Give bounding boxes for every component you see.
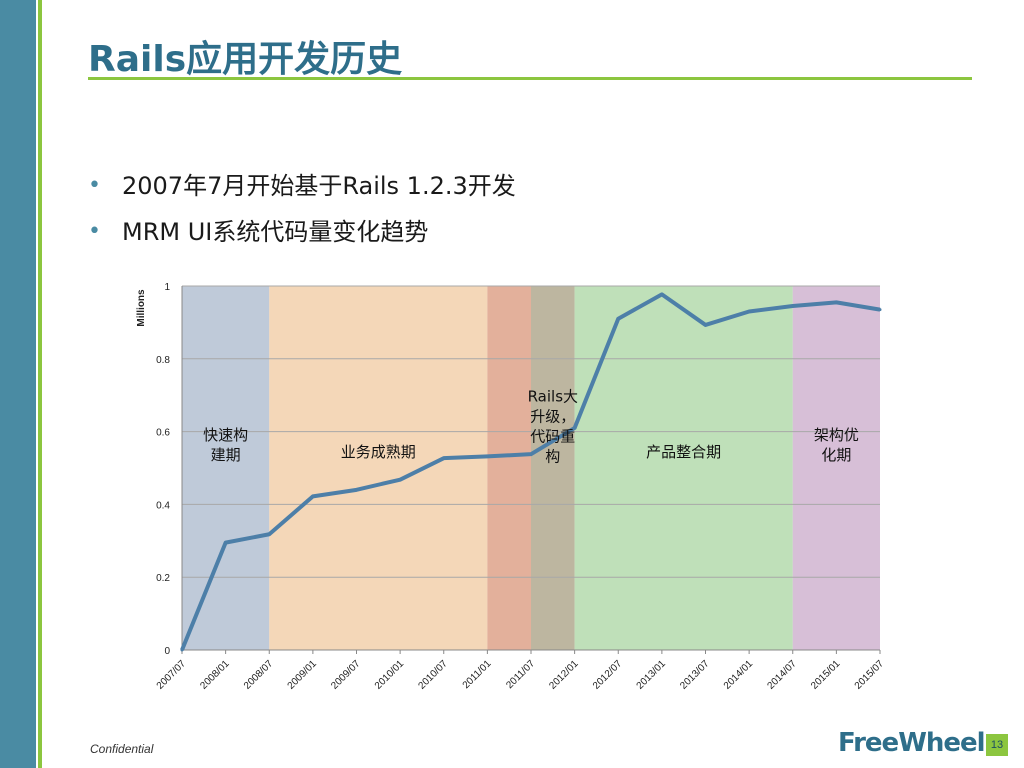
phase-band	[531, 286, 575, 650]
x-tick-label: 2009/07	[329, 658, 363, 692]
x-tick-label: 2010/07	[417, 658, 451, 692]
x-tick-label: 2012/07	[591, 658, 625, 692]
y-tick-label: 1	[164, 282, 170, 293]
slide-title: Rails应用开发历史	[88, 39, 403, 80]
x-tick-label: 2009/01	[286, 658, 320, 692]
data-point	[616, 317, 620, 321]
y-tick-label: 0.8	[156, 355, 170, 366]
data-point	[355, 488, 358, 492]
data-point	[529, 452, 533, 456]
bullet-item: • 2007年7月开始基于Rails 1.2.3开发	[86, 168, 516, 214]
data-point	[180, 648, 184, 652]
x-tick-label: 2013/07	[678, 658, 712, 692]
data-point	[442, 456, 446, 460]
phase-band	[182, 286, 270, 650]
phase-band	[269, 286, 488, 650]
bullet-list: • 2007年7月开始基于Rails 1.2.3开发 • MRM UI系统代码量…	[86, 168, 516, 260]
x-tick-label: 2015/01	[809, 658, 843, 692]
bullet-item: • MRM UI系统代码量变化趋势	[86, 214, 516, 260]
y-tick-label: 0.2	[156, 573, 170, 584]
data-point	[485, 454, 489, 458]
data-point	[573, 426, 577, 430]
x-tick-label: 2010/01	[373, 658, 407, 692]
phase-band	[574, 286, 793, 650]
data-point	[834, 300, 838, 304]
phase-band	[487, 286, 531, 650]
y-tick-label: 0.4	[156, 500, 170, 511]
data-point	[747, 309, 751, 313]
bullet-text: MRM UI系统代码量变化趋势	[122, 218, 429, 246]
freewheel-logo: FreeWheel	[838, 728, 986, 758]
left-accent-stripe	[38, 0, 42, 768]
data-point	[398, 478, 402, 482]
title-underline	[88, 77, 972, 80]
phase-label: 业务成熟期	[341, 443, 416, 461]
phase-label: 架构优化期	[814, 426, 859, 464]
y-tick-label: 0.6	[156, 428, 170, 439]
data-point	[267, 532, 271, 536]
data-point	[878, 308, 882, 312]
page-number-badge: 13	[986, 734, 1008, 756]
x-tick-label: 2011/01	[461, 658, 494, 691]
x-tick-label: 2008/01	[198, 658, 232, 692]
x-tick-label: 2014/01	[722, 658, 756, 692]
data-point	[704, 323, 707, 327]
x-tick-label: 2015/07	[853, 658, 887, 692]
phase-label: 快速构建期	[203, 426, 248, 464]
data-point	[791, 304, 795, 308]
x-tick-label: 2014/07	[766, 658, 800, 692]
x-tick-label: 2008/07	[242, 658, 276, 692]
x-tick-label: 2007/07	[155, 658, 189, 692]
data-point	[311, 494, 315, 498]
bullet-dot-icon: •	[88, 173, 101, 198]
y-tick-label: 0	[164, 646, 170, 657]
phase-band	[792, 286, 880, 650]
bullet-dot-icon: •	[88, 219, 101, 244]
bullet-text: 2007年7月开始基于Rails 1.2.3开发	[122, 172, 516, 200]
code-size-line-chart: 0 0.2 0.4 0.6 0.8 1 Millions 2007/07 2008/01 2008…	[136, 282, 887, 692]
data-point	[660, 292, 664, 296]
x-tick-label: 2012/01	[547, 658, 581, 692]
y-axis-label: Millions	[136, 289, 147, 327]
phase-label: 产品整合期	[646, 443, 721, 461]
left-sidebar-bar	[0, 0, 36, 768]
x-tick-label: 2011/07	[504, 658, 537, 691]
data-point	[224, 541, 228, 545]
x-tick-label: 2013/01	[635, 658, 669, 692]
phase-label: Rails大升级，代码重构	[528, 388, 578, 466]
footer-confidential: Confidential	[90, 742, 154, 756]
